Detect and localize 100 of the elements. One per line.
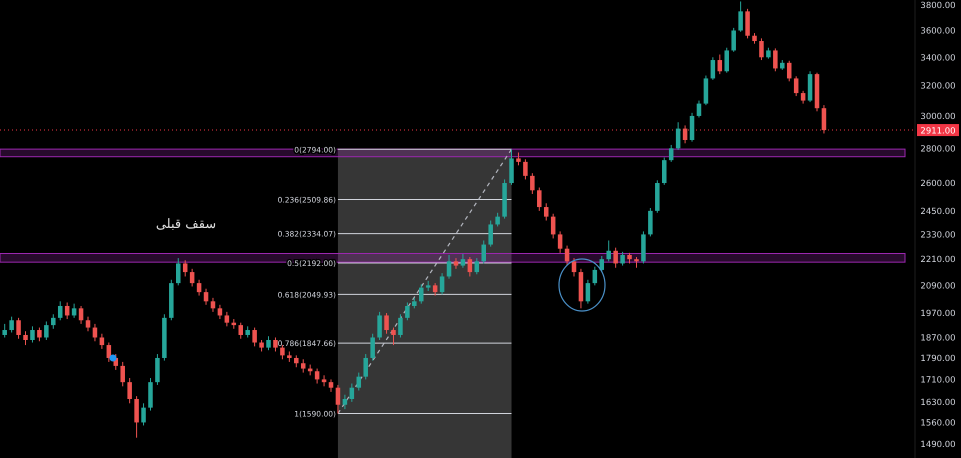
candlestick	[446, 254, 452, 280]
candlestick	[432, 282, 438, 296]
candlestick	[544, 202, 548, 222]
candlestick	[668, 144, 674, 162]
candlestick	[30, 326, 35, 344]
candlestick	[287, 350, 292, 362]
candlestick	[550, 213, 556, 239]
y-tick-label: 2600.00	[920, 179, 956, 190]
candlestick	[308, 364, 312, 376]
candlestick	[718, 54, 722, 75]
candlestick	[391, 327, 396, 346]
candlestick	[766, 47, 771, 60]
candlestick	[245, 326, 250, 338]
candlestick	[100, 333, 104, 350]
candlestick	[120, 361, 125, 387]
candlestick	[773, 48, 778, 72]
candlestick	[822, 104, 826, 134]
candlestick	[23, 330, 28, 346]
candlestick	[530, 172, 535, 194]
y-tick-label: 3600.00	[920, 26, 956, 36]
candlestick	[273, 336, 278, 352]
candlestick	[627, 252, 632, 264]
candlestick	[738, 0, 743, 32]
candlestick	[72, 303, 76, 318]
y-tick-label: 1630.00	[920, 398, 956, 408]
candlestick	[780, 60, 785, 70]
candlestick	[350, 383, 354, 402]
candlestick	[710, 56, 716, 80]
y-tick-label: 3200.00	[920, 82, 956, 92]
candlestick	[474, 258, 480, 275]
y-tick-label: 1790.00	[920, 354, 956, 364]
candlestick	[134, 396, 139, 438]
candlestick	[9, 316, 14, 333]
candlestick	[572, 258, 576, 277]
candlestick	[516, 152, 521, 166]
y-tick-label: 1870.00	[920, 333, 956, 344]
candlestick	[405, 302, 410, 321]
candlestick	[356, 372, 362, 391]
candlestick	[495, 212, 500, 227]
candlestick	[2, 323, 7, 338]
candlestick	[377, 311, 382, 340]
candlestick	[314, 368, 320, 384]
y-tick-label: 3800.00	[920, 1, 956, 12]
y-tick-label: 1560.00	[920, 418, 956, 428]
candlestick	[786, 60, 792, 82]
candlestick	[232, 318, 236, 330]
candlestick	[620, 251, 625, 266]
candlestick	[342, 394, 348, 410]
candlestick	[252, 327, 257, 347]
annotation: سقف قبلی	[156, 217, 216, 232]
candlestick	[731, 27, 736, 52]
candlestick	[238, 322, 243, 340]
candlestick	[440, 272, 444, 295]
candlestick	[606, 240, 611, 262]
candlestick	[724, 47, 729, 74]
candlestick	[190, 268, 194, 287]
candlestick	[454, 258, 458, 270]
candlestick	[613, 247, 618, 268]
y-tick-label: 1970.00	[920, 309, 956, 320]
candlestick	[600, 256, 604, 273]
y-tick-label: 1710.00	[920, 375, 956, 386]
candlestick	[558, 230, 562, 254]
candlestick	[106, 342, 112, 362]
candlestick	[468, 256, 472, 277]
y-tick-label: 2450.00	[920, 206, 956, 217]
candlestick	[586, 279, 590, 304]
candlestick	[182, 260, 188, 277]
candlestick	[412, 297, 417, 309]
candlestick	[204, 288, 208, 306]
candlestick	[300, 358, 306, 374]
candlestick	[86, 316, 90, 332]
candlestick	[127, 378, 132, 404]
candlestick	[592, 266, 598, 286]
candlestick	[648, 208, 653, 237]
candlestick	[634, 256, 639, 268]
y-tick-label: 2330.00	[920, 230, 956, 240]
y-tick-label: 2210.00	[920, 255, 956, 266]
candlestick	[328, 378, 334, 392]
candlestick	[537, 187, 542, 212]
y-tick-label: 1490.00	[920, 440, 956, 450]
candlestick	[196, 279, 202, 296]
candlestick	[218, 304, 222, 320]
candlestick	[370, 333, 375, 362]
y-tick-label: 3400.00	[920, 53, 956, 64]
candlestick	[224, 311, 230, 327]
candlestick	[210, 297, 216, 312]
candlestick	[481, 240, 486, 264]
candlestick	[51, 314, 56, 330]
ref-line-label: 2911.00	[920, 126, 956, 137]
candlestick	[419, 284, 424, 304]
candlestick	[794, 76, 798, 97]
candlestick	[398, 314, 403, 338]
candlestick	[64, 302, 70, 320]
candlestick	[78, 305, 84, 324]
candlestick	[141, 402, 146, 426]
candlestick	[44, 320, 49, 340]
y-tick-label: 2800.00	[920, 144, 956, 154]
candlestick	[176, 258, 181, 286]
y-tick-label: 3000.00	[920, 112, 956, 122]
candlestick	[363, 354, 368, 380]
